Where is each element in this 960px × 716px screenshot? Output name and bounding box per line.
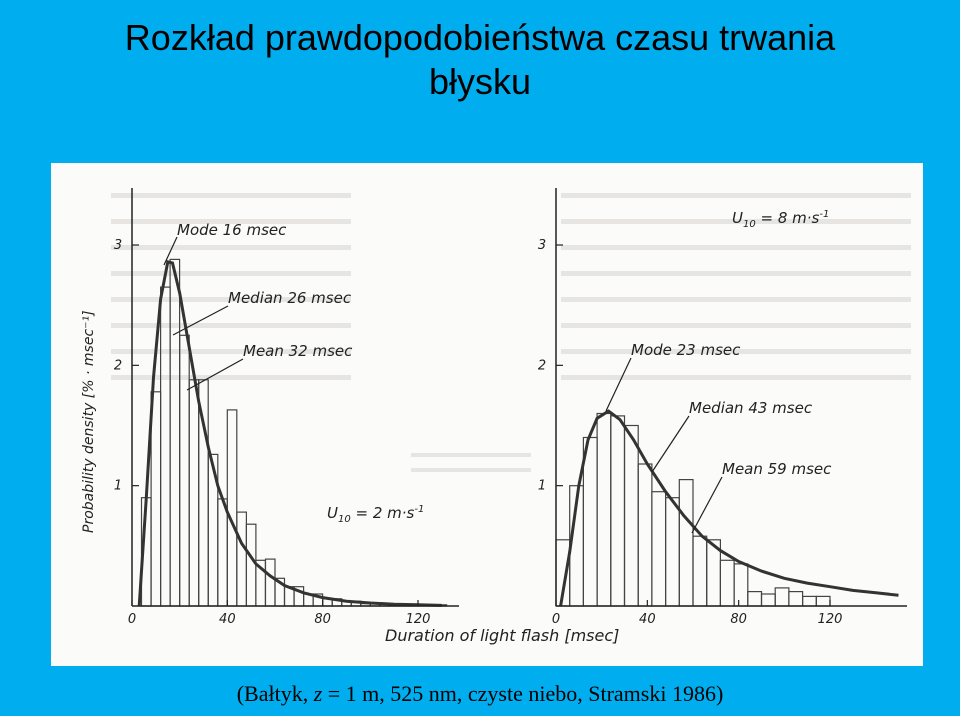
right-histogram-bar — [596, 412, 612, 607]
right-y-tick-label: 2 — [538, 358, 546, 373]
left-mean-leader — [186, 358, 244, 391]
right-histogram-bar — [692, 535, 708, 607]
left-chart-panel: 0 40 80 120 1 2 3 Probability density [% · mse… — [81, 188, 459, 627]
left-histogram-bar — [159, 286, 171, 607]
right-histogram-bar — [774, 587, 790, 607]
left-histogram — [140, 258, 448, 607]
left-median-label: Median 26 msec — [228, 289, 352, 307]
right-histogram-bar — [582, 436, 598, 607]
figure-caption: (Bałtyk, z = 1 m, 525 nm, czyste niebo, … — [0, 681, 960, 707]
caption-suffix: = 1 m, 525 nm, czyste niebo, Stramski 19… — [322, 681, 724, 706]
scanned-figure: 0 40 80 120 1 2 3 Probability density [% · mse… — [51, 163, 923, 666]
right-histogram-bar — [623, 424, 639, 607]
left-axis-ticks: 0 40 80 120 1 2 3 — [114, 238, 431, 627]
slide-title: Rozkład prawdopodobieństwa czasu trwania… — [0, 16, 960, 104]
left-histogram-bar — [226, 409, 238, 607]
right-median-label: Median 43 msec — [689, 399, 813, 417]
right-histogram-bar — [815, 595, 831, 607]
left-wind-label: U10 = 2 m·s-1 — [327, 504, 424, 525]
right-histogram-bar — [801, 595, 817, 607]
caption-prefix: (Bałtyk, — [236, 681, 314, 706]
left-mean-label: Mean 32 msec — [243, 342, 353, 360]
left-y-tick-label: 2 — [114, 358, 122, 373]
right-x-tick-label: 120 — [818, 612, 843, 627]
right-histogram-bar — [678, 479, 694, 607]
left-histogram-bar — [150, 391, 162, 607]
right-axis-ticks: 0 40 80 120 1 2 3 — [538, 238, 843, 627]
right-x-tick-label: 0 — [552, 612, 560, 627]
left-histogram-bar — [188, 379, 200, 607]
left-x-tick-label: 80 — [314, 612, 331, 627]
right-histogram — [555, 412, 831, 607]
right-histogram-bar — [610, 415, 626, 607]
right-histogram-bar — [747, 591, 763, 607]
right-mean-leader — [691, 476, 723, 534]
left-x-tick-label: 120 — [406, 612, 431, 627]
left-histogram-bar — [169, 258, 181, 607]
right-mode-leader — [605, 357, 632, 412]
left-x-tick-label: 40 — [219, 612, 236, 627]
right-y-tick-label: 1 — [538, 479, 546, 494]
left-histogram-bar — [217, 498, 228, 607]
right-x-tick-label: 40 — [639, 612, 656, 627]
right-chart-panel: 0 40 80 120 1 2 3 U10 = 8 m·s-1 Mode 23 msec M… — [538, 188, 907, 627]
x-axis-label: Duration of light flash [msec] — [385, 626, 619, 645]
right-mean-label: Mean 59 msec — [722, 460, 832, 478]
right-histogram-bar — [719, 559, 735, 607]
left-y-tick-label: 1 — [114, 479, 122, 494]
right-wind-label: U10 = 8 m·s-1 — [732, 209, 829, 230]
slide-title-line2: błysku — [428, 61, 532, 102]
left-mode-label: Mode 16 msec — [177, 221, 287, 239]
right-histogram-bar — [788, 591, 804, 607]
caption-z: z — [313, 681, 323, 706]
right-histogram-bar — [733, 563, 749, 607]
slide-title-line1: Rozkład prawdopodobieństwa czasu trwania — [124, 17, 836, 58]
right-mode-label: Mode 23 msec — [631, 341, 741, 359]
left-histogram-bar — [236, 511, 247, 607]
scan-bleed-through — [111, 193, 911, 472]
right-median-leader — [651, 415, 690, 473]
left-histogram-bar — [245, 523, 257, 607]
right-histogram-bar — [760, 593, 776, 607]
left-x-tick-label: 0 — [128, 612, 136, 627]
left-y-axis-label: Probability density [% · msec⁻¹] — [81, 310, 97, 533]
right-histogram-bar — [664, 497, 680, 607]
right-histogram-bar — [637, 463, 653, 607]
left-mode-leader — [163, 236, 178, 266]
right-x-tick-label: 80 — [730, 612, 747, 627]
left-histogram-bar — [264, 558, 276, 607]
left-y-tick-label: 3 — [114, 238, 122, 253]
left-median-leader — [172, 305, 229, 336]
right-histogram-bar — [651, 491, 667, 607]
right-y-tick-label: 3 — [538, 238, 546, 253]
right-fit-curve — [559, 409, 899, 607]
left-fit-curve — [137, 259, 442, 607]
